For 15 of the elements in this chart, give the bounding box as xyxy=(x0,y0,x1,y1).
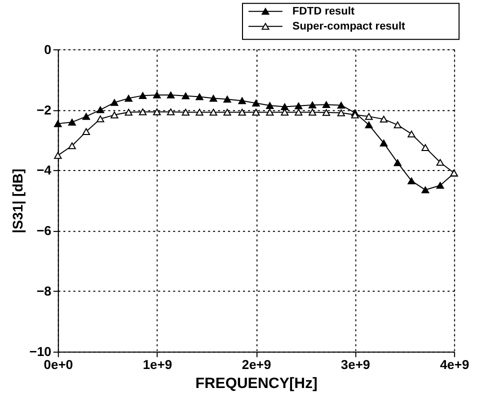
y-tick-label: −10 xyxy=(29,344,52,360)
x-tick-label: 1e+9 xyxy=(142,357,172,372)
legend-label: FDTD result xyxy=(292,5,355,18)
y-tick-label: −6 xyxy=(36,223,52,238)
y-tick-label: −2 xyxy=(36,102,52,118)
y-tick-label: −8 xyxy=(36,284,52,299)
x-tick-label: 3e+9 xyxy=(340,357,370,372)
x-tick-label: 2e+9 xyxy=(242,357,272,372)
x-tick-label: 0e+0 xyxy=(44,357,73,372)
y-tick-label: −4 xyxy=(36,162,52,178)
x-axis-title: FREQUENCY[Hz] xyxy=(195,375,318,392)
x-tick-label: 4e+9 xyxy=(440,357,470,372)
legend-label: Super-compact result xyxy=(292,20,406,32)
y-axis-title: |S31| [dB] xyxy=(9,168,26,234)
y-tick-label: 0 xyxy=(44,42,52,57)
